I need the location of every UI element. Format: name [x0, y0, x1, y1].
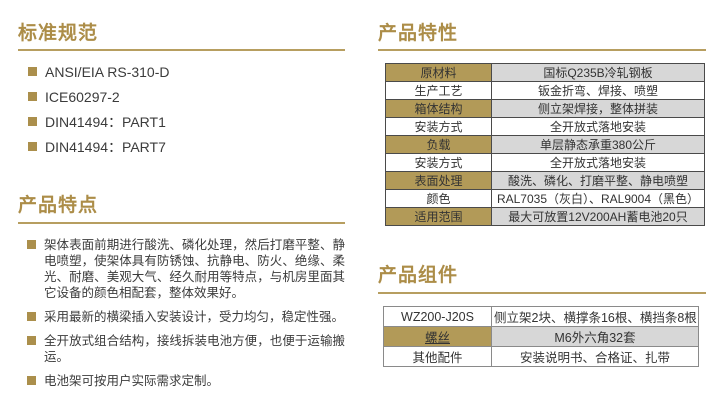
square-bullet-icon: [27, 376, 36, 385]
spec-label: 生产工艺: [385, 81, 492, 100]
square-bullet-icon: [28, 67, 37, 76]
table-row: 生产工艺 钣金折弯、焊接、喷塑: [385, 81, 705, 100]
square-bullet-icon: [27, 336, 36, 345]
feature-text: 采用最新的横梁插入安装设计，受力均匀，稳定性强。: [44, 310, 345, 324]
list-item: ANSI/EIA RS-310-D: [18, 62, 345, 87]
standards-rule: [18, 49, 345, 51]
table-row: 其他配件 安装说明书、合格证、扎带: [383, 346, 699, 367]
standards-list: ANSI/EIA RS-310-D ICE60297-2 DIN41494：PA…: [18, 62, 345, 162]
features-section-title: 产品特点: [18, 195, 99, 216]
square-bullet-icon: [27, 312, 36, 321]
component-label: 螺丝: [383, 326, 492, 347]
list-item: DIN41494：PART7: [18, 137, 345, 162]
features-list: 架体表面前期进行酸洗、磷化处理，然后打磨平整、静电喷塑，使架体具有防锈蚀、抗静电…: [18, 237, 345, 397]
table-row: 螺丝 M6外六角32套: [383, 326, 699, 347]
spec-value: 全开放式落地安装: [491, 153, 705, 172]
table-row: 安装方式 全开放式落地安装: [385, 153, 705, 172]
spec-label: 箱体结构: [385, 99, 492, 118]
characteristics-table: 原材料 国标Q235B冷轧钢板 生产工艺 钣金折弯、焊接、喷塑 箱体结构 侧立架…: [385, 63, 705, 226]
standard-label: DIN41494：PART1: [45, 114, 166, 130]
spec-value: 国标Q235B冷轧钢板: [491, 63, 705, 82]
list-item: 电池架可按用户实际需求定制。: [18, 373, 345, 389]
table-row: 安装方式 全开放式落地安装: [385, 117, 705, 136]
spec-label: 原材料: [385, 63, 492, 82]
table-row: 表面处理 酸洗、磷化、打磨平整、静电喷塑: [385, 171, 705, 190]
list-item: 架体表面前期进行酸洗、磷化处理，然后打磨平整、静电喷塑，使架体具有防锈蚀、抗静电…: [18, 237, 345, 301]
spec-value: 最大可放置12V200AH蓄电池20只: [491, 207, 705, 226]
component-value: 安装说明书、合格证、扎带: [491, 346, 699, 367]
standard-label: ANSI/EIA RS-310-D: [45, 64, 170, 80]
table-row: WZ200-J20S 侧立架2块、横撑条16根、横挡条8根: [383, 306, 699, 327]
list-item: ICE60297-2: [18, 87, 345, 112]
list-item: 采用最新的横梁插入安装设计，受力均匀，稳定性强。: [18, 309, 345, 325]
component-value: 侧立架2块、横撑条16根、横挡条8根: [491, 306, 699, 327]
spec-value: RAL7035（灰白）、RAL9004（黑色）: [491, 189, 705, 208]
spec-value: 单层静态承重380公斤: [491, 135, 705, 154]
components-table: WZ200-J20S 侧立架2块、横撑条16根、横挡条8根 螺丝 M6外六角32…: [383, 306, 699, 367]
spec-label: 颜色: [385, 189, 492, 208]
characteristics-section-title: 产品特性: [378, 23, 459, 44]
table-row: 适用范围 最大可放置12V200AH蓄电池20只: [385, 207, 705, 226]
spec-label: 表面处理: [385, 171, 492, 190]
square-bullet-icon: [28, 142, 37, 151]
characteristics-rule: [378, 49, 706, 51]
standards-section-title: 标准规范: [18, 23, 99, 44]
spec-label: 安装方式: [385, 117, 492, 136]
spec-value: 酸洗、磷化、打磨平整、静电喷塑: [491, 171, 705, 190]
feature-text: 架体表面前期进行酸洗、磷化处理，然后打磨平整、静电喷塑，使架体具有防锈蚀、抗静电…: [44, 238, 345, 300]
square-bullet-icon: [27, 240, 36, 249]
spec-label: 安装方式: [385, 153, 492, 172]
feature-text: 全开放式组合结构，接线拆装电池方便，也便于运输搬运。: [44, 334, 345, 364]
table-row: 箱体结构 侧立架焊接，整体拼装: [385, 99, 705, 118]
square-bullet-icon: [28, 117, 37, 126]
features-rule: [18, 222, 345, 224]
components-rule: [378, 292, 706, 294]
list-item: 全开放式组合结构，接线拆装电池方便，也便于运输搬运。: [18, 333, 345, 365]
component-label: 其他配件: [383, 346, 492, 367]
table-row: 负载 单层静态承重380公斤: [385, 135, 705, 154]
spec-label: 负载: [385, 135, 492, 154]
table-row: 原材料 国标Q235B冷轧钢板: [385, 63, 705, 82]
standard-label: ICE60297-2: [45, 89, 120, 105]
feature-text: 电池架可按用户实际需求定制。: [44, 374, 220, 388]
spec-label: 适用范围: [385, 207, 492, 226]
list-item: DIN41494：PART1: [18, 112, 345, 137]
spec-value: 钣金折弯、焊接、喷塑: [491, 81, 705, 100]
spec-value: 侧立架焊接，整体拼装: [491, 99, 705, 118]
components-section-title: 产品组件: [378, 265, 459, 286]
square-bullet-icon: [28, 92, 37, 101]
component-value: M6外六角32套: [491, 326, 699, 347]
spec-value: 全开放式落地安装: [491, 117, 705, 136]
standard-label: DIN41494：PART7: [45, 139, 166, 155]
component-label: WZ200-J20S: [383, 306, 492, 327]
table-row: 颜色 RAL7035（灰白）、RAL9004（黑色）: [385, 189, 705, 208]
